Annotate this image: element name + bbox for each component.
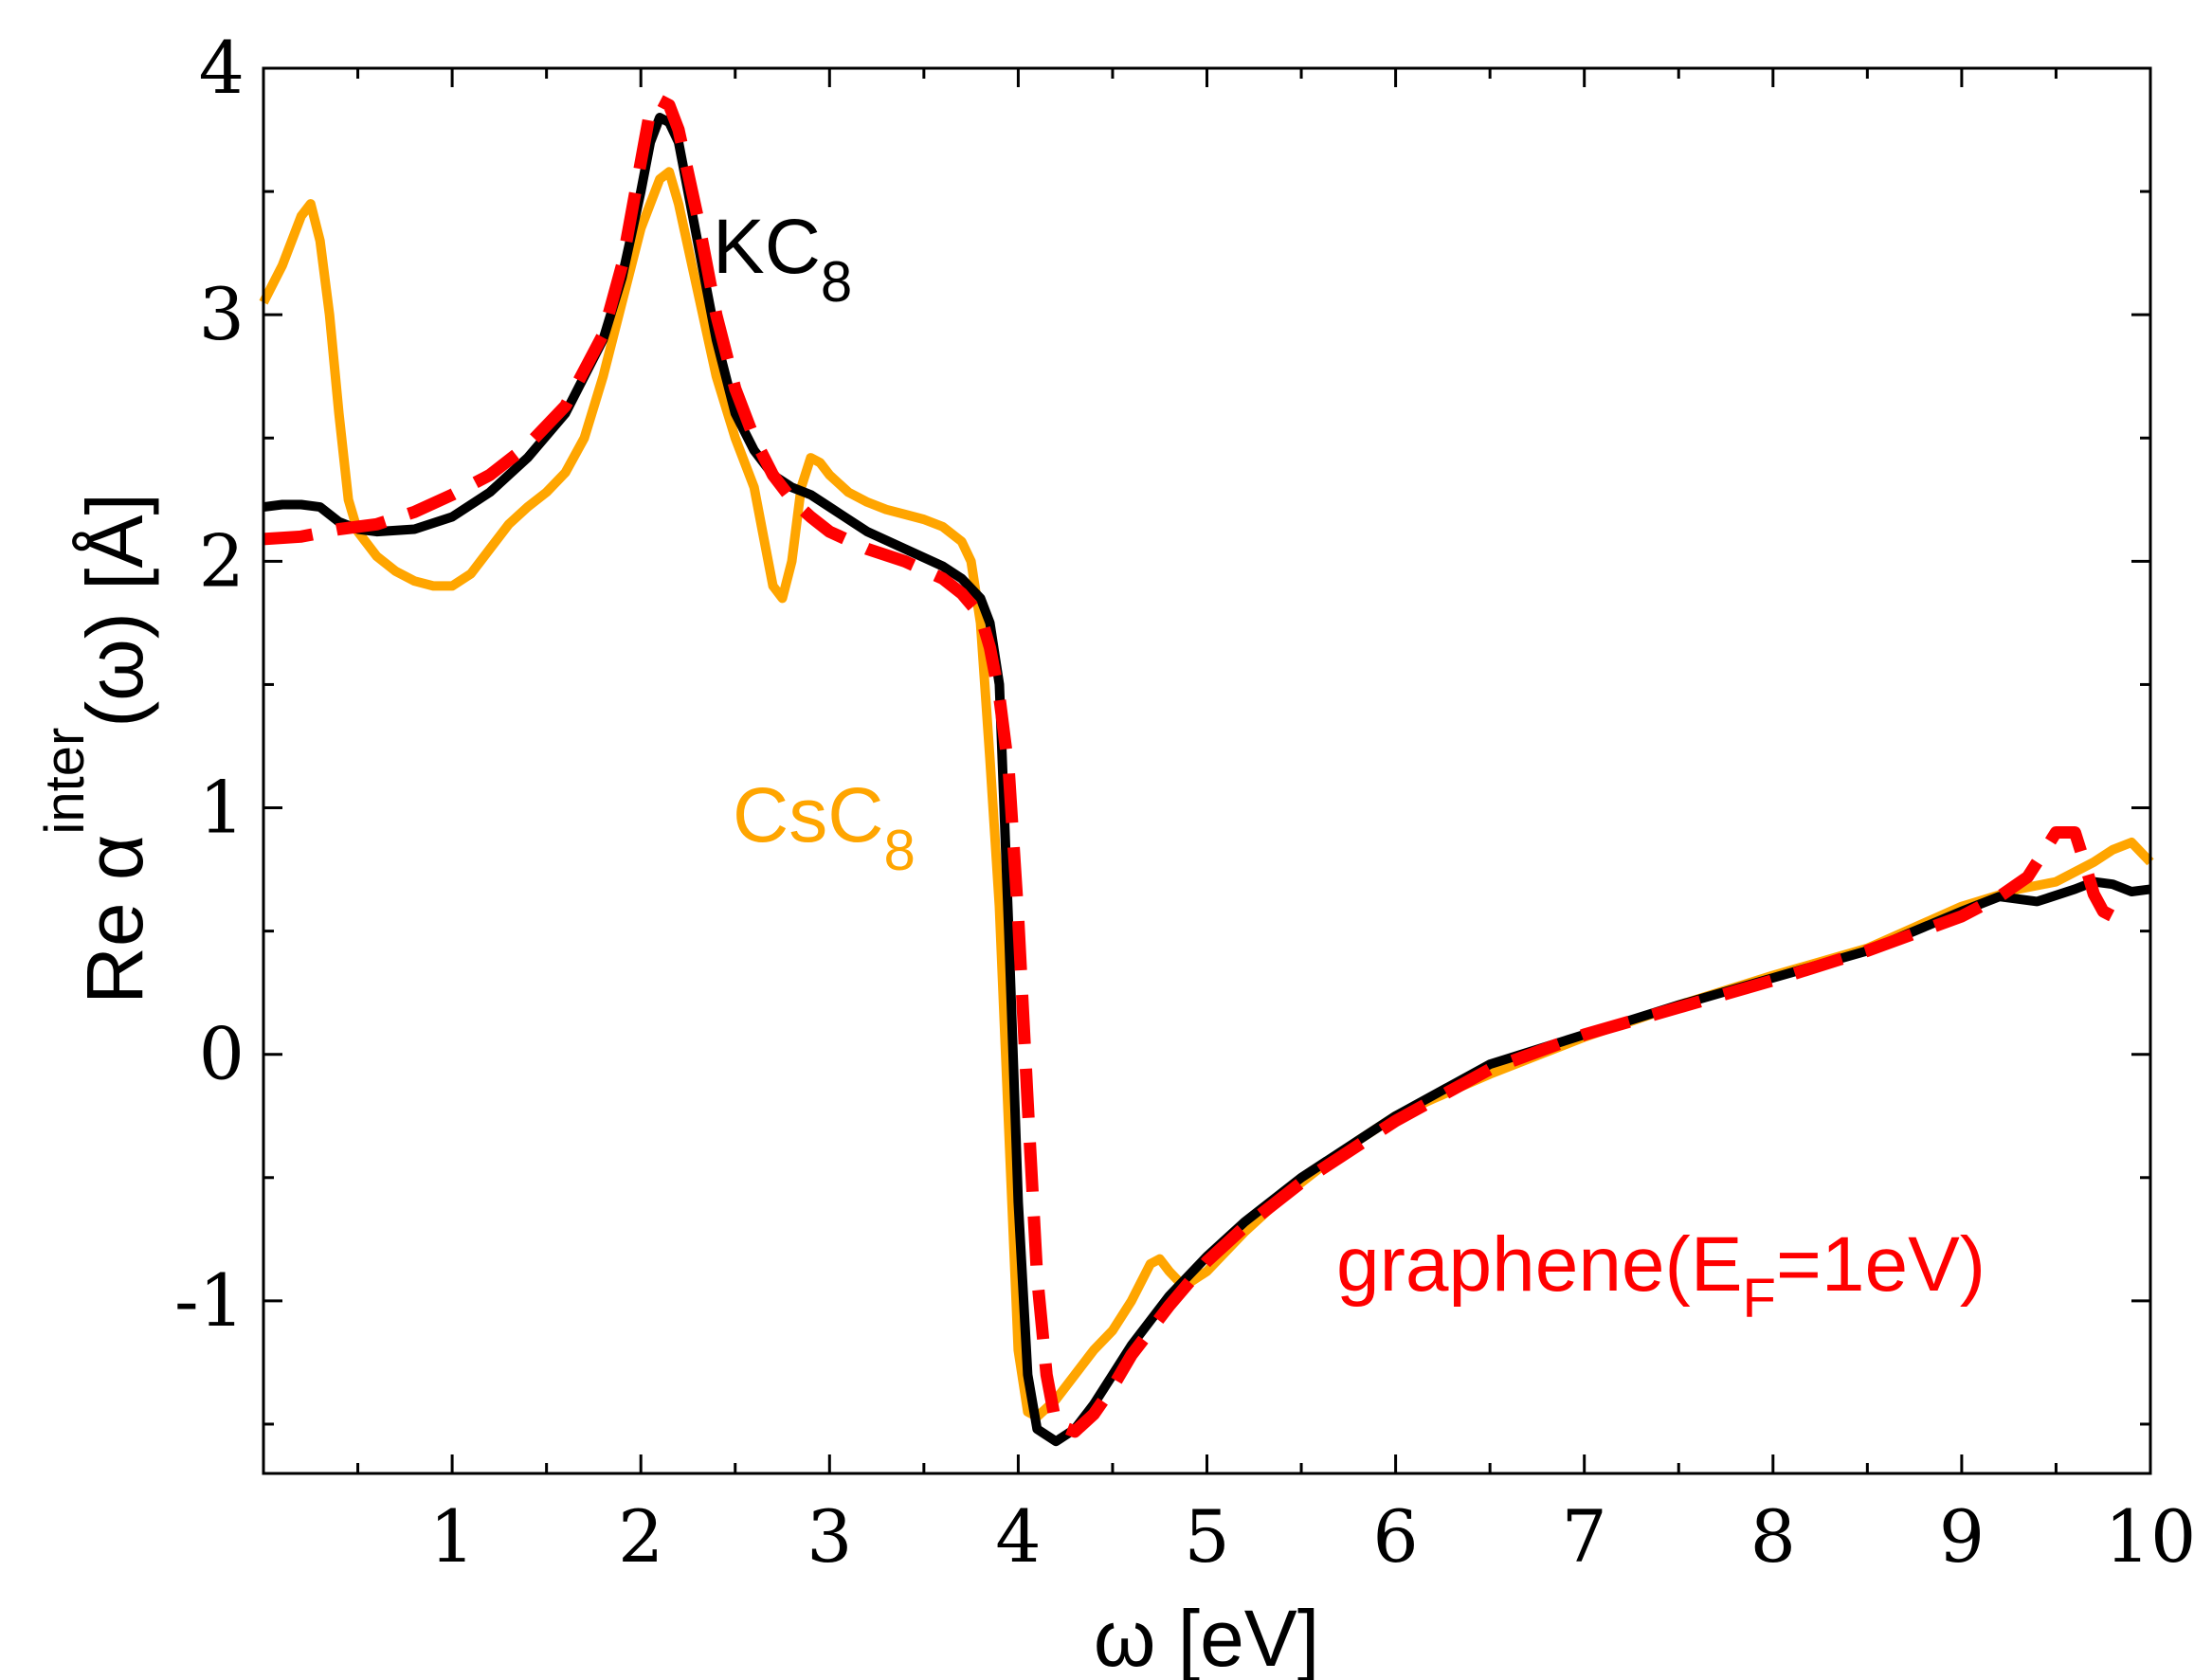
y-tick-label: 1 [199, 766, 245, 850]
x-tick-label: 4 [995, 1494, 1041, 1579]
y-axis-label-superscript: inter [34, 728, 96, 835]
annotation-csc8-sub: 8 [883, 819, 915, 882]
series-layer [259, 94, 2154, 1447]
x-tick-label: 8 [1750, 1494, 1796, 1579]
annotation-graphene-after: =1eV) [1776, 1221, 1985, 1308]
y-tick-label: 3 [199, 272, 245, 356]
annotation-csc8: CsC8 [733, 772, 916, 882]
annotation-kc8-base: KC [713, 204, 821, 290]
y-tick-label: 4 [199, 26, 245, 110]
tick-labels-layer: 1 2 3 4 5 6 7 8 9 10 -1 0 1 2 3 4 [174, 26, 2196, 1579]
x-tick-label: 6 [1372, 1494, 1418, 1579]
ticks-layer [263, 68, 2150, 1473]
x-tick-label: 7 [1562, 1494, 1607, 1579]
y-tick-label: 2 [199, 518, 245, 603]
x-tick-label: 1 [429, 1494, 475, 1579]
annotation-graphene: graphene(EF=1eV) [1336, 1221, 1985, 1329]
x-tick-label: 10 [2105, 1494, 2197, 1579]
y-tick-label: 0 [199, 1012, 245, 1096]
y-axis-label-suffix: (ω) [Å] [70, 493, 159, 728]
annotation-graphene-sub: F [1743, 1268, 1776, 1329]
series-line-2 [263, 94, 2132, 1438]
annotation-graphene-base: graphene(E [1336, 1221, 1743, 1308]
x-tick-label: 5 [1184, 1494, 1229, 1579]
x-tick-label: 3 [807, 1494, 852, 1579]
y-axis-label-prefix: Re α [70, 835, 159, 1004]
y-tick-label: -1 [174, 1258, 245, 1343]
annotation-kc8: KC8 [713, 204, 852, 314]
x-tick-label: 2 [618, 1494, 663, 1579]
y-axis-label: Re αinter(ω) [Å] [34, 493, 159, 1004]
x-axis-label: ω [eV] [1094, 1594, 1319, 1680]
x-tick-label: 9 [1939, 1494, 1985, 1579]
annotation-csc8-base: CsC [733, 772, 883, 858]
annotation-kc8-sub: 8 [821, 250, 852, 314]
